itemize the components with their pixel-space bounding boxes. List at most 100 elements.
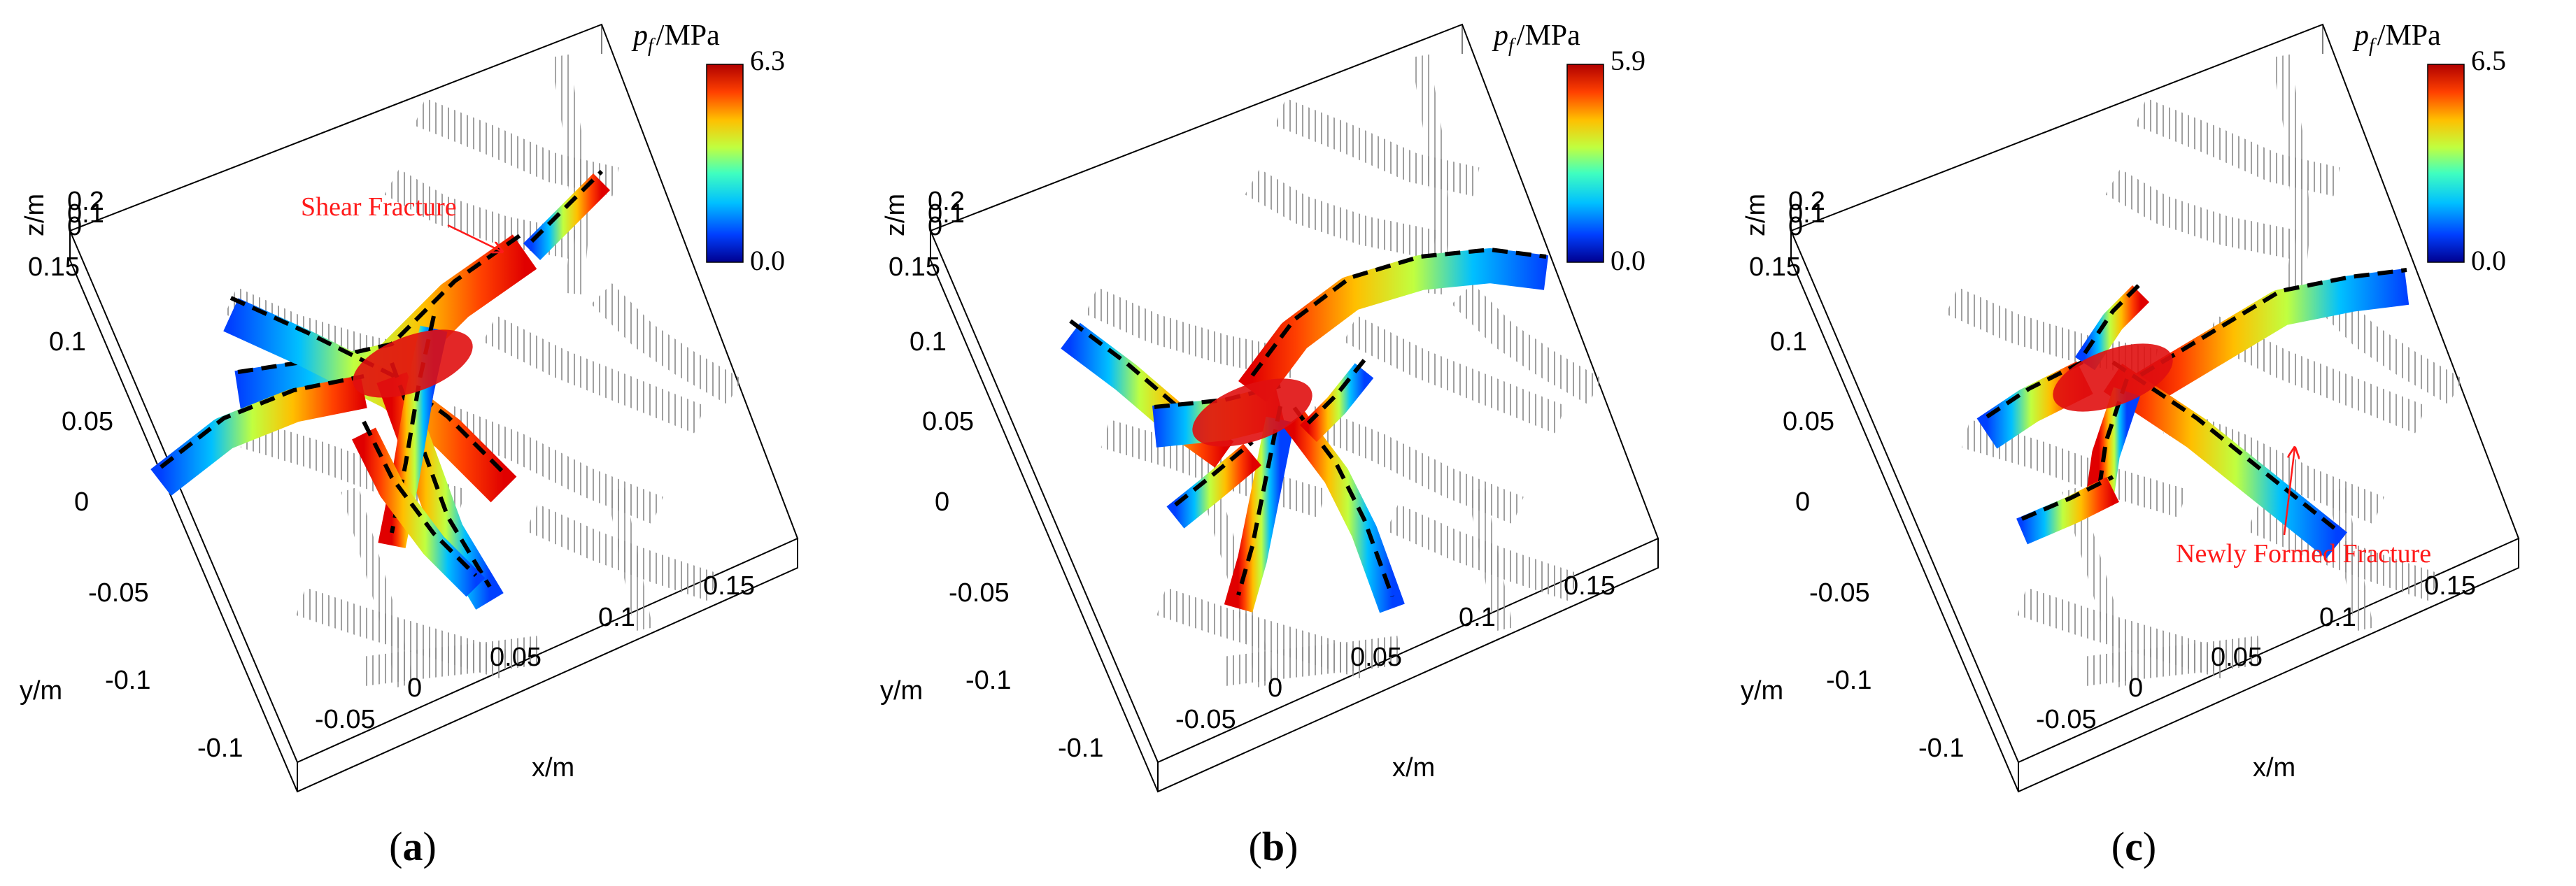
panel-label: (c) (2111, 824, 2156, 869)
y-tick-label: 0.15 (1749, 252, 1801, 282)
y-tick-label: 0 (74, 487, 89, 517)
x-tick-label: -0.1 (1058, 734, 1103, 763)
z-axis-label: z/m (881, 194, 910, 236)
x-tick-label: 0.1 (2319, 603, 2356, 632)
box-bottom-edge (1790, 231, 2519, 793)
panel-b: pf/MPa5.90.00.20.10z/m0.150.10.050-0.05-… (880, 20, 1659, 869)
colorbar-title-var: p (631, 20, 648, 52)
colorbar-title-unit: /MPa (656, 20, 720, 52)
inactive-fractures (225, 54, 742, 688)
x-tick-label: 0.05 (2211, 643, 2263, 672)
fracture-tip-outline (1306, 359, 1366, 425)
fracture-tip-outline (2097, 378, 2129, 492)
x-tick-label: 0.1 (1459, 603, 1496, 632)
colorbar-max: 5.9 (1611, 45, 1646, 76)
pressurized-fracture (1238, 248, 1549, 402)
colorbar-title-sub: f (2369, 35, 2377, 57)
pressurized-fracture (2103, 364, 2347, 559)
x-tick-label: 0 (1268, 673, 1282, 703)
panel-label-letter: b (1262, 824, 1285, 869)
y-tick-label: 0.1 (910, 327, 947, 357)
colorbar-max: 6.5 (2471, 45, 2506, 76)
x-tick-label: 0.05 (1350, 643, 1402, 672)
injection-zone (353, 329, 473, 398)
colorbar-title-sub: f (1508, 35, 1516, 57)
y-tick-label: -0.1 (1826, 666, 1871, 695)
z-tick-label: 0.2 (928, 187, 965, 216)
z-tick-label: 0 (67, 212, 82, 241)
y-tick-label: -0.05 (88, 578, 149, 608)
y-tick-label: 0.05 (922, 407, 974, 436)
y-tick-label: 0.05 (62, 407, 113, 436)
colorbar-gradient (1566, 64, 1604, 263)
x-axis-label: x/m (2253, 753, 2295, 783)
x-tick-label: 0 (407, 673, 422, 703)
inactive-fracture-curve (1467, 487, 1513, 631)
y-tick-label: -0.05 (949, 578, 1010, 608)
x-tick-label: 0.15 (1564, 571, 1615, 601)
x-tick-label: 0.1 (598, 603, 635, 632)
fracture-tip-outline (160, 374, 365, 469)
bounding-box (929, 23, 1659, 793)
pressurized-fracture (1166, 443, 1261, 529)
y-tick-label: 0 (935, 487, 949, 517)
inactive-fracture-band (414, 98, 619, 197)
y-tick-label: 0.1 (49, 327, 86, 357)
colorbar-min: 0.0 (750, 245, 785, 276)
panel-label-close: ) (2143, 824, 2156, 869)
x-tick-label: 0.15 (703, 571, 755, 601)
axes: 0.20.10z/m0.150.10.050-0.05-0.1y/m-0.1-0… (20, 187, 755, 783)
colorbar-title: pf/MPa (631, 20, 720, 57)
inactive-fracture-band (2135, 98, 2340, 197)
z-tick-label: 0.1 (1788, 199, 1825, 229)
z-tick-label: 0.1 (67, 199, 104, 229)
panel-label: (b) (1249, 824, 1298, 869)
annotation-shear-fracture: Shear Fracture (301, 192, 457, 222)
fracture-tip-outline (1174, 440, 1254, 507)
axes: 0.20.10z/m0.150.10.050-0.05-0.1y/m-0.1-0… (1741, 187, 2476, 783)
y-axis-label: y/m (1741, 676, 1783, 706)
panel-label-close: ) (423, 824, 437, 869)
fracture-tip-outline (2111, 360, 2338, 532)
x-tick-label: -0.05 (1175, 705, 1236, 734)
annotation-arrow (2283, 448, 2295, 536)
inactive-fracture-band (2105, 169, 2298, 259)
colorbar: pf/MPa 5.9 0.0 (1492, 20, 1646, 276)
colorbar-title-unit: /MPa (2377, 20, 2441, 52)
x-tick-label: -0.1 (1918, 734, 1964, 763)
x-axis-label: x/m (532, 753, 574, 783)
pressurized-fracture (352, 427, 486, 597)
y-axis-label: y/m (20, 676, 62, 706)
pressurized-fracture (150, 375, 367, 496)
z-tick-label: 0 (928, 212, 942, 241)
bounding-box (69, 23, 799, 793)
colorbar: pf/MPa 6.3 0.0 (631, 20, 785, 276)
z-tick-label: 0.2 (1788, 187, 1825, 216)
x-tick-label: -0.05 (315, 705, 376, 734)
x-tick-label: 0.15 (2424, 571, 2476, 601)
inactive-fracture-band (591, 283, 742, 405)
inactive-fracture-curve (551, 54, 590, 295)
injection-zone (1192, 378, 1312, 447)
fracture-tip-outline (1250, 247, 1547, 377)
x-tick-label: 0 (2128, 673, 2143, 703)
pressurized-fracture (1299, 363, 1374, 443)
z-tick-label: 0.2 (67, 187, 104, 216)
inactive-fracture-curve (2062, 487, 2136, 688)
y-tick-label: 0.15 (889, 252, 940, 282)
inactive-fracture-curve (341, 487, 415, 688)
colorbar-max: 6.3 (750, 45, 785, 76)
panel-label-close: ) (1285, 824, 1298, 869)
x-axis-label: x/m (1392, 753, 1435, 783)
panel-label: (a) (389, 824, 437, 869)
panel-label-letter: c (2125, 824, 2143, 869)
y-tick-label: -0.1 (965, 666, 1011, 695)
inactive-fracture-band (362, 636, 541, 686)
inactive-fracture-band (1245, 169, 1438, 259)
inactive-fracture-curve (607, 487, 653, 631)
z-tick-label: 0.1 (928, 199, 965, 229)
inactive-fracture-curve (2272, 54, 2311, 295)
colorbar-min: 0.0 (2471, 245, 2506, 276)
y-tick-label: 0.1 (1770, 327, 1807, 357)
